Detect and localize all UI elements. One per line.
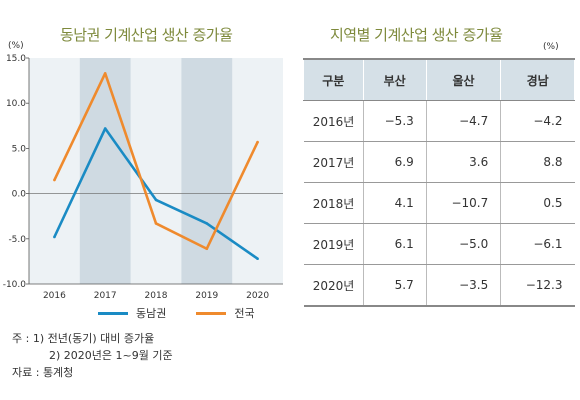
table-title: 지역별 기계산업 생산 증가율 xyxy=(330,26,503,44)
table-row: 2018년 4.1 −10.7 0.5 xyxy=(303,182,575,224)
y-tick-label: 0.0 xyxy=(12,190,27,200)
table-row: 2016년 −5.3 −4.7 −4.2 xyxy=(303,100,575,142)
data-point-national-2018 xyxy=(154,222,158,225)
data-point-national-2016 xyxy=(53,178,56,182)
footnote-1: 주 : 1) 전년(동기) 대비 증가율 xyxy=(12,332,155,345)
x-tick-label-2018: 2018 xyxy=(145,291,168,300)
cell-busan: 6.9 xyxy=(362,141,427,183)
x-tick-label-2020: 2020 xyxy=(246,291,269,300)
y-tick-label: -10.0 xyxy=(3,280,27,290)
row-year: 2016년 xyxy=(303,100,363,142)
cell-gyeongnam: 0.5 xyxy=(500,182,575,224)
row-year: 2018년 xyxy=(303,182,363,224)
shaded-band-2019 xyxy=(181,58,233,284)
y-tick-label: 5.0 xyxy=(12,144,27,154)
source-note: 자료 : 통계청 xyxy=(12,366,74,379)
row-year: 2017년 xyxy=(303,141,363,183)
chart-legend: 동남권 전국 xyxy=(98,305,277,321)
header-ulsan: 울산 xyxy=(425,58,502,101)
data-point-southeast-2019 xyxy=(205,222,209,225)
line-chart: (%) 15.0 10.0 5.0 0.0 -5.0 -10.0 2016 2017 2018 20… xyxy=(3,41,283,300)
legend-swatch-southeast xyxy=(98,311,128,315)
legend-label-national: 전국 xyxy=(234,307,255,320)
cell-ulsan: −10.7 xyxy=(425,182,501,224)
footnotes: 주 : 1) 전년(동기) 대비 증가율 2) 2020년은 1~9월 기준 자… xyxy=(12,330,173,381)
cell-ulsan: −4.7 xyxy=(425,100,501,142)
cell-ulsan: −3.5 xyxy=(425,264,501,307)
chart-title: 동남권 기계산업 생산 증가율 xyxy=(60,26,233,44)
table-header-row: 구분 부산 울산 경남 xyxy=(303,58,575,101)
cell-ulsan: −5.0 xyxy=(425,223,501,265)
legend-swatch-national xyxy=(196,311,227,315)
cell-gyeongnam: −4.2 xyxy=(500,100,575,142)
footnote-2: 2) 2020년은 1~9월 기준 xyxy=(49,349,173,362)
y-tick-label: 10.0 xyxy=(6,99,26,109)
row-year: 2020년 xyxy=(303,264,363,307)
header-gyeongnam: 경남 xyxy=(500,58,575,101)
y-axis-unit: (%) xyxy=(8,41,24,51)
cell-busan: −5.3 xyxy=(362,100,427,142)
row-year: 2019년 xyxy=(303,223,363,265)
data-point-southeast-2017 xyxy=(103,127,107,130)
cell-gyeongnam: −12.3 xyxy=(500,264,575,307)
x-tick-label-2017: 2017 xyxy=(94,291,117,300)
growth-table: 구분 부산 울산 경남 2016년 −5.3 −4.7 −4.2 2017년 6… xyxy=(303,58,575,307)
table-row: 2017년 6.9 3.6 8.8 xyxy=(303,141,575,183)
cell-ulsan: 3.6 xyxy=(425,141,501,183)
legend-label-southeast: 동남권 xyxy=(136,307,167,320)
y-tick-label: -5.0 xyxy=(8,235,26,245)
header-category: 구분 xyxy=(303,58,364,101)
cell-busan: 6.1 xyxy=(362,223,427,265)
y-tick-label: 15.0 xyxy=(6,54,26,64)
legend-item-national: 전국 xyxy=(196,305,255,321)
cell-busan: 4.1 xyxy=(362,182,427,224)
x-tick-label-2019: 2019 xyxy=(195,291,218,300)
data-point-southeast-2018 xyxy=(154,198,158,202)
data-point-national-2020 xyxy=(256,140,259,144)
table-row: 2019년 6.1 −5.0 −6.1 xyxy=(303,223,575,265)
header-busan: 부산 xyxy=(362,58,427,101)
cell-busan: 5.7 xyxy=(362,264,427,307)
legend-item-southeast: 동남권 xyxy=(98,305,166,321)
cell-gyeongnam: 8.8 xyxy=(500,141,575,183)
table-unit-label: (%) xyxy=(543,42,559,52)
x-tick-label-2016: 2016 xyxy=(43,291,66,300)
data-point-southeast-2020 xyxy=(256,257,259,260)
data-point-southeast-2016 xyxy=(53,235,56,239)
data-point-national-2019 xyxy=(205,247,209,251)
cell-gyeongnam: −6.1 xyxy=(500,223,575,265)
data-point-national-2017 xyxy=(103,72,107,75)
table-row: 2020년 5.7 −3.5 −12.3 xyxy=(303,264,575,307)
shaded-band-2017 xyxy=(79,58,131,284)
